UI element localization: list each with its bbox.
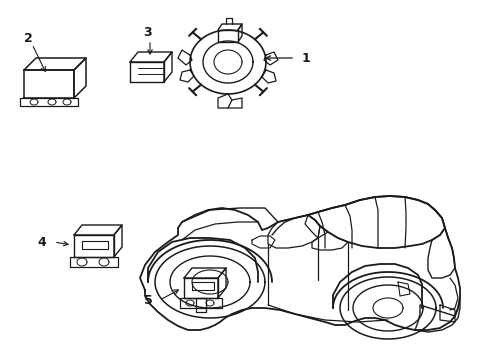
Text: 5: 5 — [143, 293, 152, 306]
Text: 4: 4 — [38, 235, 46, 248]
Text: 3: 3 — [143, 26, 152, 39]
Text: 1: 1 — [302, 51, 310, 64]
Text: 2: 2 — [23, 31, 32, 45]
